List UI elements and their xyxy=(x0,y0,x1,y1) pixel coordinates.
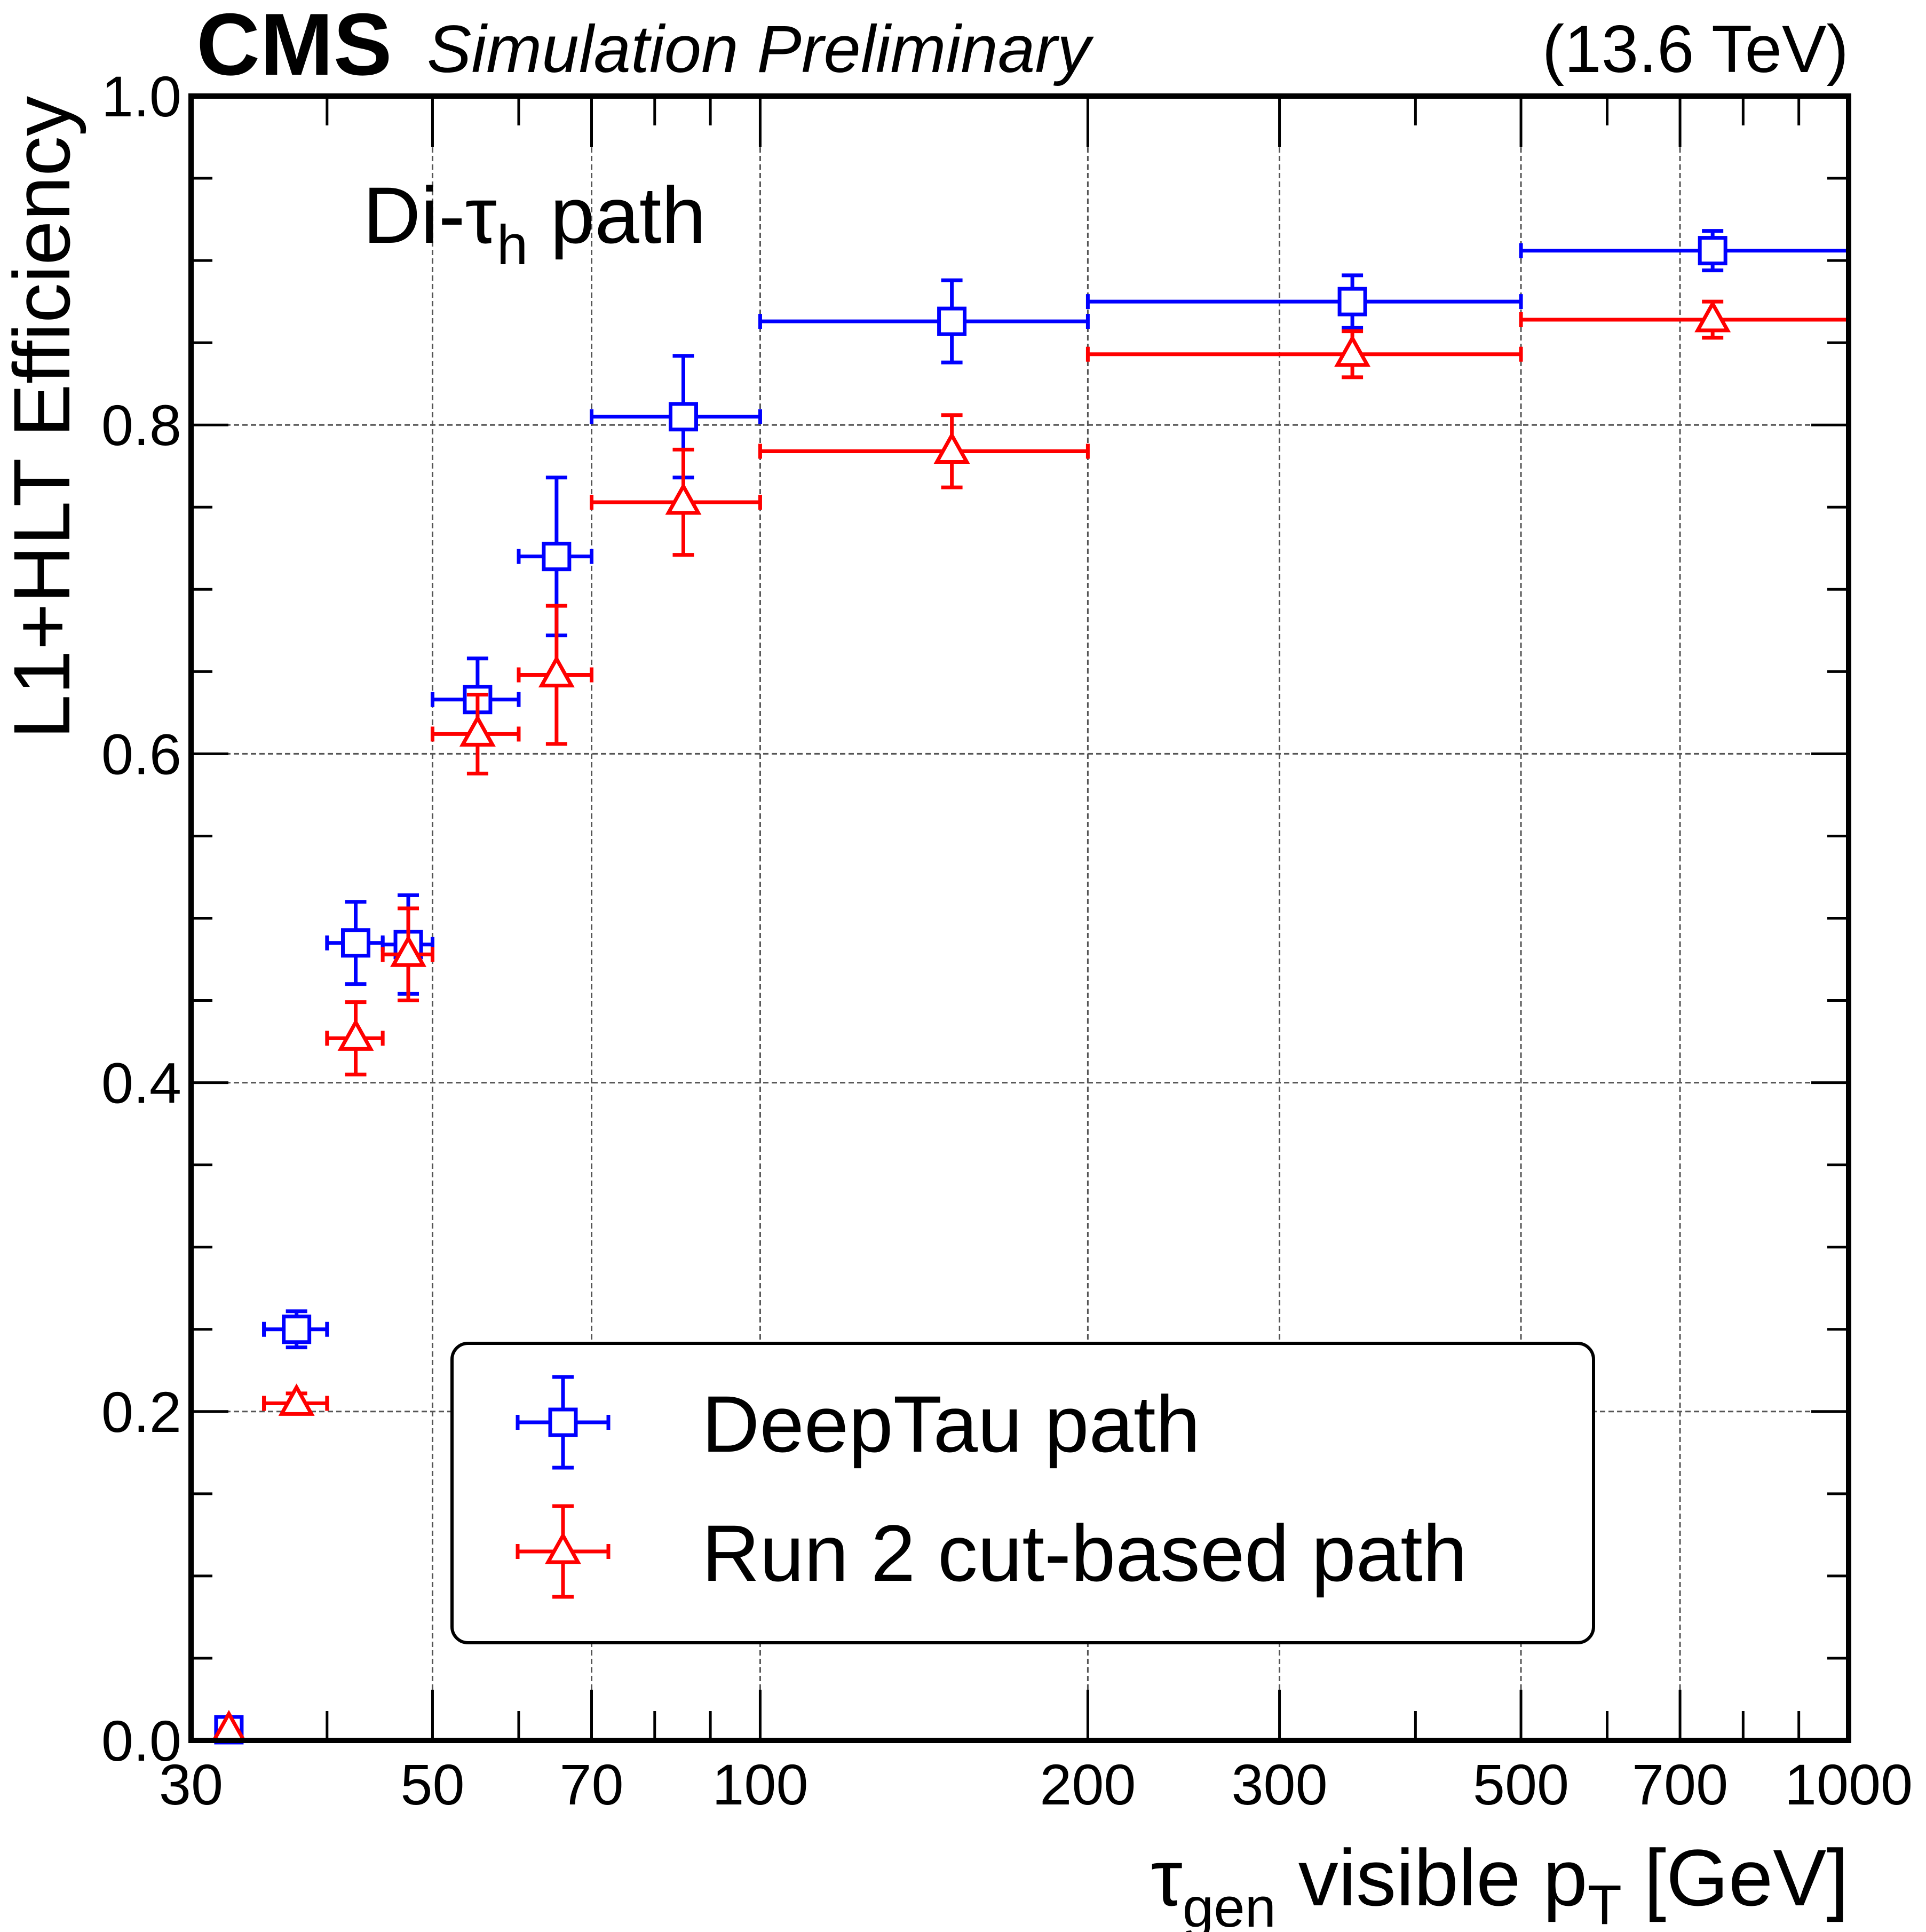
x-tick-label: 50 xyxy=(400,1752,464,1817)
triangle-marker xyxy=(337,1018,374,1051)
x-tick-label: 70 xyxy=(559,1752,623,1817)
data-point xyxy=(758,413,1090,489)
triangle-marker xyxy=(459,714,496,747)
legend-marker-run2 xyxy=(516,1504,611,1599)
triangle-marker xyxy=(390,935,427,967)
data-point xyxy=(1519,299,1851,340)
data-point xyxy=(262,1309,329,1350)
square-marker xyxy=(937,306,967,336)
data-point xyxy=(758,278,1090,365)
data-point xyxy=(381,906,434,1003)
x-tick-label: 30 xyxy=(159,1752,223,1817)
square-marker xyxy=(1337,287,1367,316)
status-label: Simulation Preliminary xyxy=(427,12,1094,86)
cms-label: CMS xyxy=(196,0,392,93)
triangle-marker xyxy=(1334,334,1371,367)
square-marker xyxy=(548,1407,578,1437)
data-point xyxy=(430,692,521,775)
legend-label-run2: Run 2 cut-based path xyxy=(702,1508,1467,1598)
square-marker xyxy=(1698,236,1727,266)
data-point xyxy=(517,476,594,638)
legend: DeepTau path Run 2 cut-based path xyxy=(450,1342,1595,1644)
legend-marker-deeptau xyxy=(516,1375,611,1470)
legend-label-deeptau: DeepTau path xyxy=(702,1379,1200,1469)
energy-label: (13.6 TeV) xyxy=(1542,12,1849,86)
square-marker xyxy=(282,1315,312,1344)
x-axis-title: τgen visible pT [GeV] xyxy=(1151,1833,1849,1932)
x-tick-label: 500 xyxy=(1473,1752,1569,1817)
triangle-marker xyxy=(278,1383,315,1416)
data-point xyxy=(517,604,594,746)
square-marker xyxy=(341,928,371,958)
data-point xyxy=(325,900,385,986)
data-point xyxy=(262,1383,329,1416)
legend-box xyxy=(450,1342,1595,1644)
data-point xyxy=(590,354,762,480)
y-tick-label: 0.2 xyxy=(101,1380,181,1444)
x-tick-label: 300 xyxy=(1231,1752,1327,1817)
data-point xyxy=(325,1000,385,1076)
y-tick-label: 0.4 xyxy=(101,1051,181,1115)
data-point xyxy=(590,447,762,557)
x-tick-label: 1000 xyxy=(1785,1752,1913,1817)
data-point xyxy=(1085,329,1523,379)
data-point xyxy=(1085,273,1523,330)
square-marker xyxy=(668,402,698,432)
grid-lines xyxy=(191,96,1849,1740)
triangle-marker xyxy=(1694,299,1731,332)
x-tick-label: 100 xyxy=(712,1752,808,1817)
y-tick-label: 0.0 xyxy=(101,1708,181,1773)
triangle-marker xyxy=(933,431,970,464)
y-axis-title: L1+HLT Efficiency xyxy=(0,96,86,739)
triangle-marker xyxy=(665,482,702,515)
series-1 xyxy=(210,299,1851,1743)
data-point xyxy=(1519,229,1851,273)
plot-frame xyxy=(188,93,1851,1743)
y-tick-label: 0.6 xyxy=(101,722,181,786)
path-annotation: Di-τh path xyxy=(363,170,706,276)
data-marks xyxy=(210,229,1851,1745)
y-tick-label: 0.8 xyxy=(101,393,181,457)
x-tick-label: 700 xyxy=(1632,1752,1728,1817)
square-marker xyxy=(542,542,572,572)
triangle-marker xyxy=(538,655,575,688)
triangle-marker xyxy=(545,1531,581,1564)
y-tick-label: 1.0 xyxy=(101,64,181,129)
x-tick-label: 200 xyxy=(1040,1752,1136,1817)
